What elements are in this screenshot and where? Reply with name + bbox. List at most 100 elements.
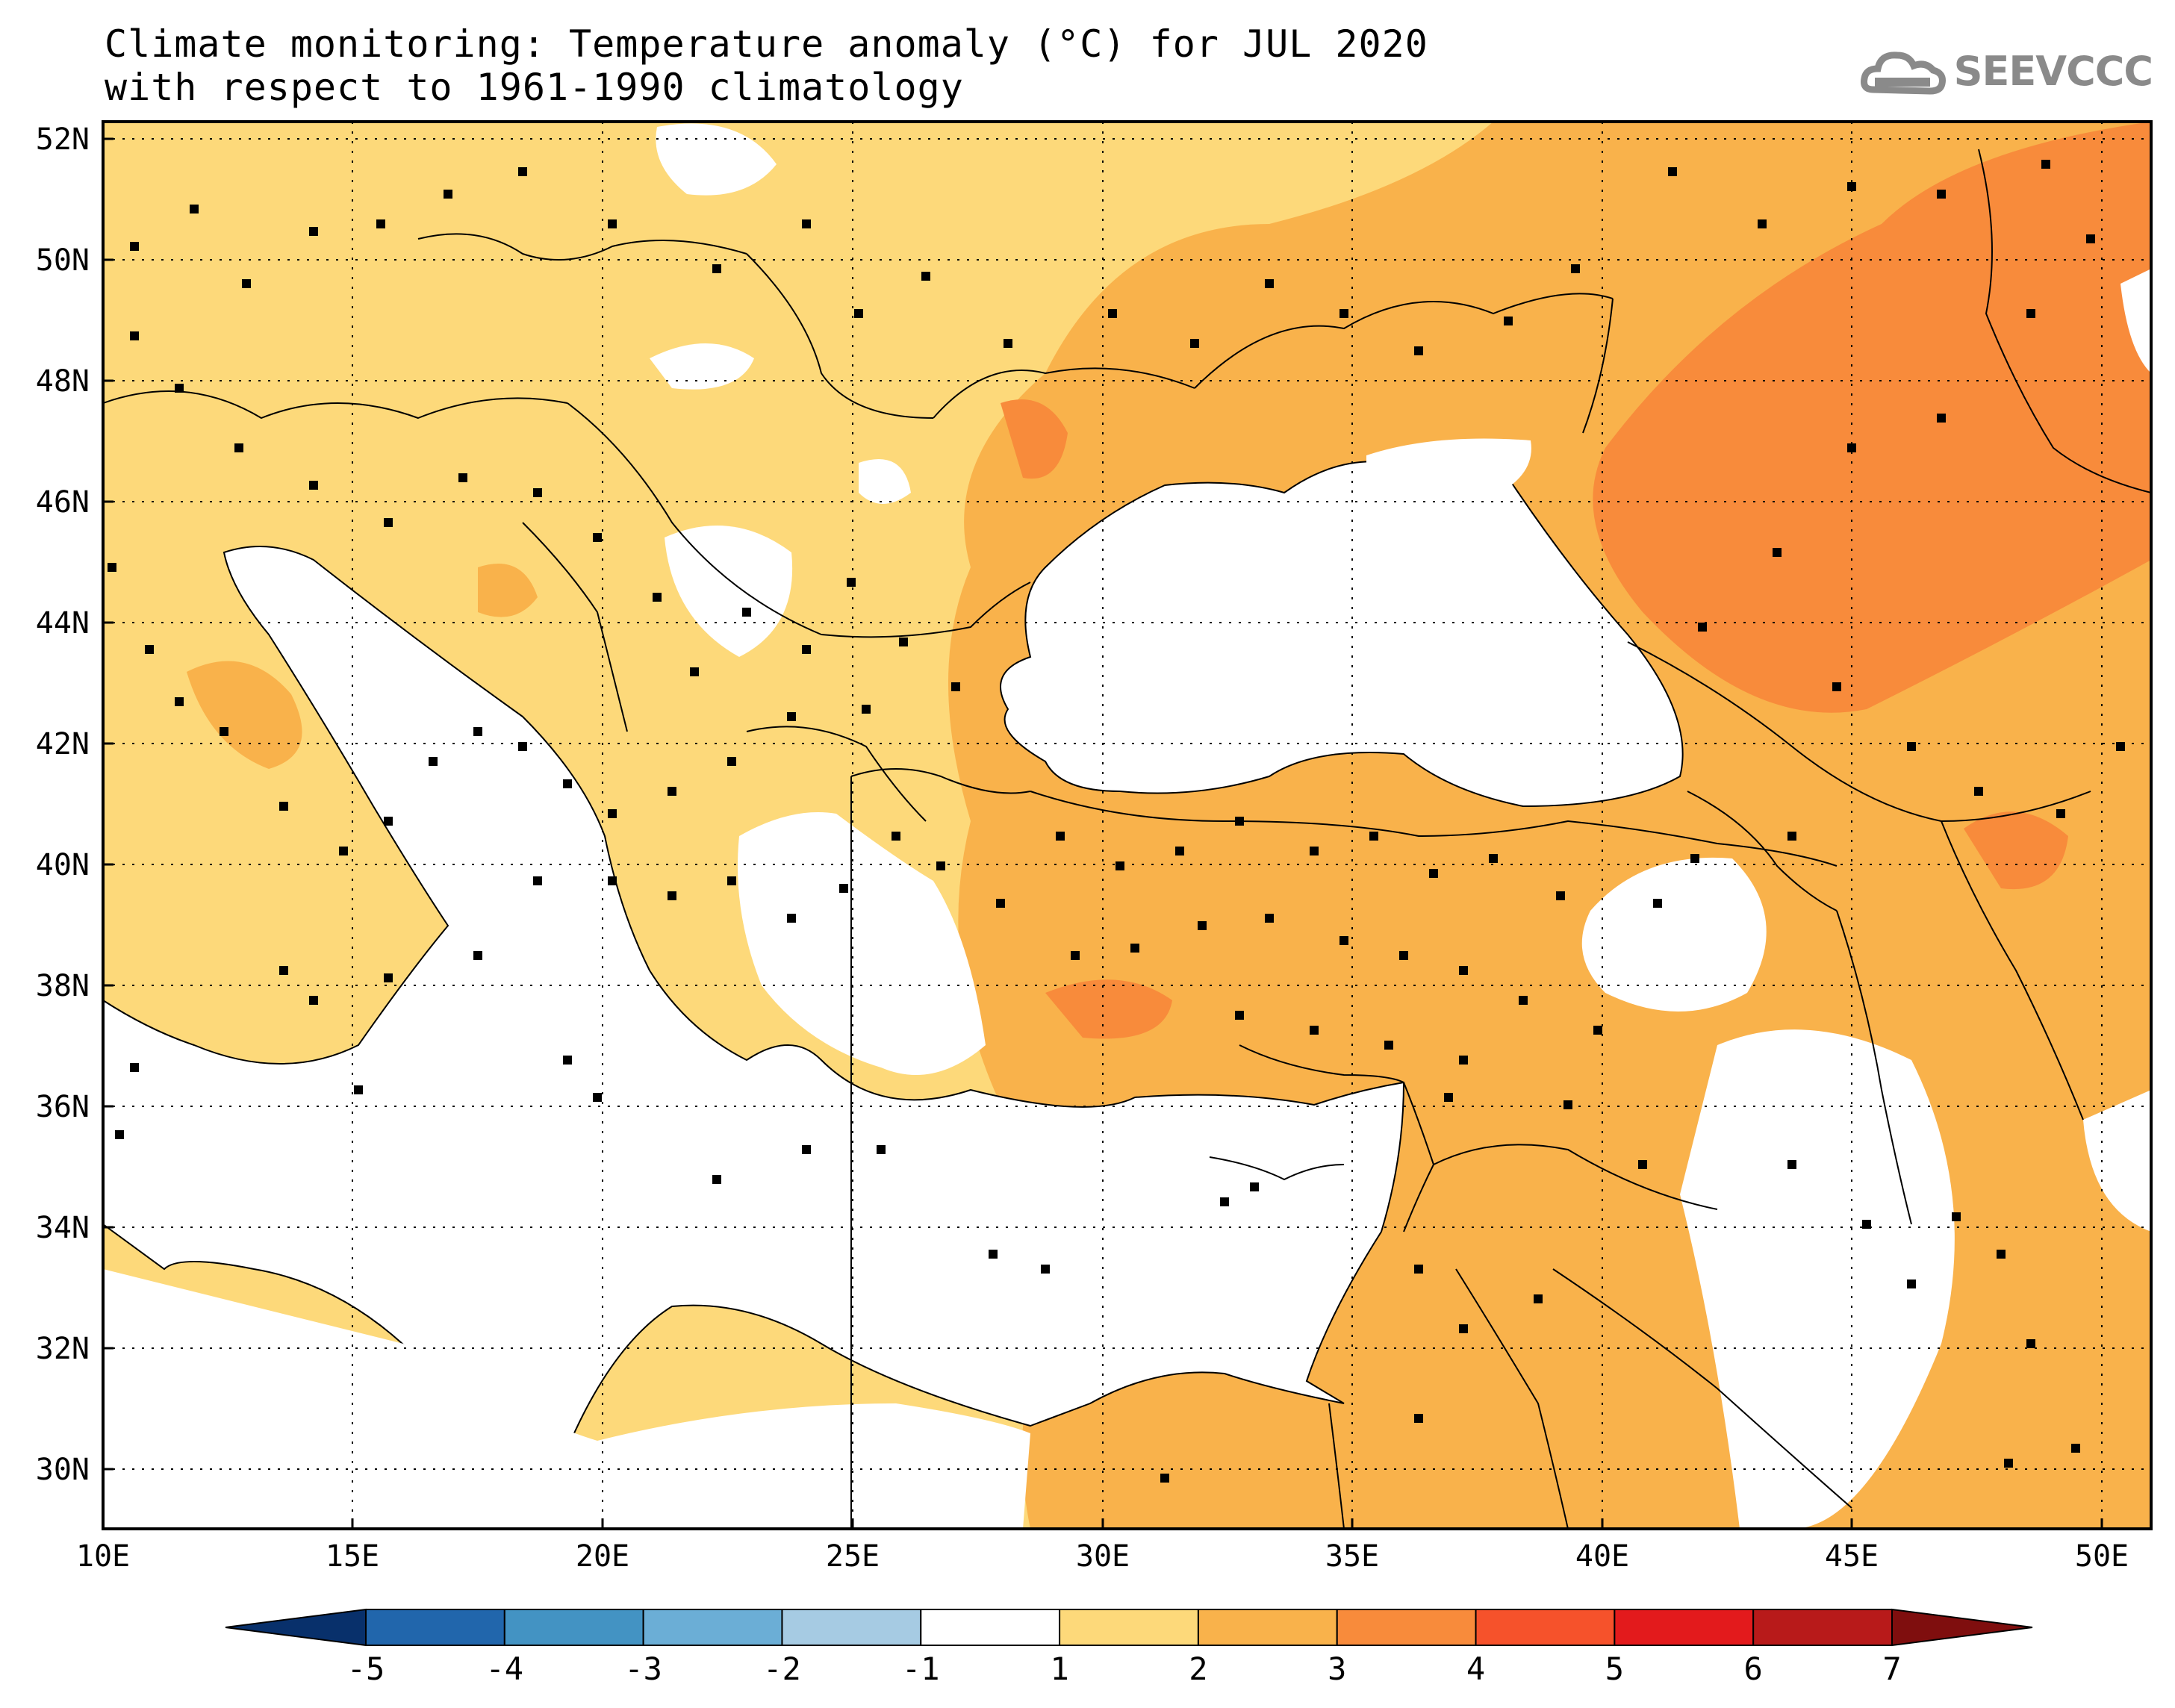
- station-marker: [1250, 1182, 1259, 1191]
- colorbar-bin: [1336, 1609, 1477, 1646]
- station-marker: [1429, 869, 1438, 878]
- station-marker: [234, 443, 243, 452]
- station-marker: [130, 331, 139, 340]
- anomaly-field-neutral-iraq: [1581, 857, 1767, 1012]
- station-marker: [1997, 1250, 2006, 1259]
- station-marker: [787, 914, 796, 923]
- station-marker: [1235, 817, 1244, 826]
- station-marker: [1265, 279, 1274, 288]
- borders: [103, 149, 2151, 1529]
- lon-label: 35E: [1325, 1539, 1379, 1574]
- colorbar-bin: [503, 1609, 644, 1646]
- station-marker: [690, 667, 699, 676]
- station-marker: [862, 705, 871, 714]
- station-marker: [2026, 309, 2035, 318]
- station-marker: [115, 1130, 124, 1139]
- station-marker: [2086, 234, 2095, 243]
- station-marker: [1414, 346, 1423, 355]
- colorbar-label: -4: [486, 1651, 524, 1687]
- station-marker: [1235, 1011, 1244, 1020]
- station-marker: [1459, 966, 1468, 975]
- station-marker: [1108, 309, 1117, 318]
- lat-label: 38N: [36, 969, 90, 1003]
- station-marker: [1220, 1197, 1229, 1206]
- station-marker: [1414, 1414, 1423, 1423]
- station-marker: [787, 712, 796, 721]
- station-marker: [1787, 1160, 1796, 1169]
- caspian-sea: [2120, 269, 2151, 373]
- station-marker: [1444, 1093, 1453, 1102]
- station-marker: [1175, 847, 1184, 855]
- lat-label: 30N: [36, 1453, 90, 1487]
- station-marker: [877, 1145, 886, 1154]
- station-marker: [593, 533, 602, 542]
- station-marker: [563, 779, 572, 788]
- anomaly-field-neutral-poland: [656, 123, 777, 196]
- anomaly-field-neutral-romania: [859, 459, 911, 504]
- lat-label: 48N: [36, 364, 90, 399]
- station-marker: [145, 645, 154, 654]
- lat-label: 34N: [36, 1211, 90, 1245]
- lon-label: 10E: [76, 1539, 130, 1574]
- station-marker: [1593, 1026, 1602, 1035]
- station-marker: [1974, 787, 1983, 796]
- lon-label: 20E: [576, 1539, 629, 1574]
- station-marker: [384, 973, 393, 982]
- station-marker: [727, 757, 736, 766]
- anomaly-field-3-4-caucasus: [1964, 811, 2068, 890]
- station-marker: [1638, 1160, 1647, 1169]
- anomaly-field-3-4: [1593, 122, 2151, 713]
- lat-label: 52N: [36, 122, 90, 157]
- cloud-icon: [1860, 52, 1946, 95]
- station-marker: [921, 272, 930, 281]
- station-marker: [1339, 936, 1348, 945]
- colorbar-label: 4: [1466, 1651, 1485, 1687]
- station-marker: [1937, 414, 1946, 423]
- lat-label: 40N: [36, 848, 90, 882]
- map-frame: [102, 120, 2153, 1530]
- station-marker: [1847, 182, 1856, 191]
- station-marker: [1862, 1220, 1871, 1229]
- station-marker: [854, 309, 863, 318]
- black-sea: [1000, 457, 1684, 808]
- station-marker: [1690, 854, 1699, 863]
- station-marker: [2041, 160, 2050, 169]
- station-marker: [839, 884, 848, 893]
- station-marker: [1504, 317, 1513, 325]
- station-marker: [936, 861, 945, 870]
- station-marker: [1571, 264, 1580, 273]
- station-marker: [712, 1175, 721, 1184]
- station-marker: [1773, 548, 1782, 557]
- colorbar-label: 2: [1189, 1651, 1207, 1687]
- lat-label: 44N: [36, 606, 90, 640]
- station-marker: [892, 832, 900, 841]
- station-marker: [1832, 682, 1841, 691]
- station-marker: [354, 1085, 363, 1094]
- anomaly-field-neutral-iran: [2083, 1090, 2151, 1232]
- station-marker: [1534, 1294, 1543, 1303]
- station-marker: [130, 242, 139, 251]
- colorbar-label: 5: [1605, 1651, 1624, 1687]
- anomaly-field-3-4-anatolia: [1045, 979, 1172, 1039]
- station-marker: [802, 645, 811, 654]
- station-marker: [1668, 167, 1677, 176]
- lat-label: 42N: [36, 727, 90, 761]
- station-marker: [1041, 1265, 1050, 1274]
- north-africa-nodata: [103, 1269, 1030, 1529]
- station-marker: [1937, 190, 1946, 199]
- anomaly-field: [103, 122, 2151, 1529]
- lon-labels: 10E 15E 20E 25E 30E 35E 40E 45E 50E: [76, 1539, 2129, 1574]
- anomaly-field-neutral-hungary: [650, 343, 754, 390]
- station-marker: [1847, 443, 1856, 452]
- station-marker: [533, 876, 542, 885]
- lon-label: 15E: [326, 1539, 379, 1574]
- station-marker: [220, 727, 228, 736]
- lat-labels: 30N 32N 34N 36N 38N 40N 42N 44N 46N 48N …: [36, 122, 90, 1487]
- station-marker: [742, 608, 751, 617]
- station-marker: [1310, 1026, 1319, 1035]
- station-marker: [384, 817, 393, 826]
- lat-label: 50N: [36, 243, 90, 278]
- station-marker: [1384, 1041, 1393, 1050]
- station-marker: [727, 876, 736, 885]
- colorbar-label: 1: [1050, 1651, 1068, 1687]
